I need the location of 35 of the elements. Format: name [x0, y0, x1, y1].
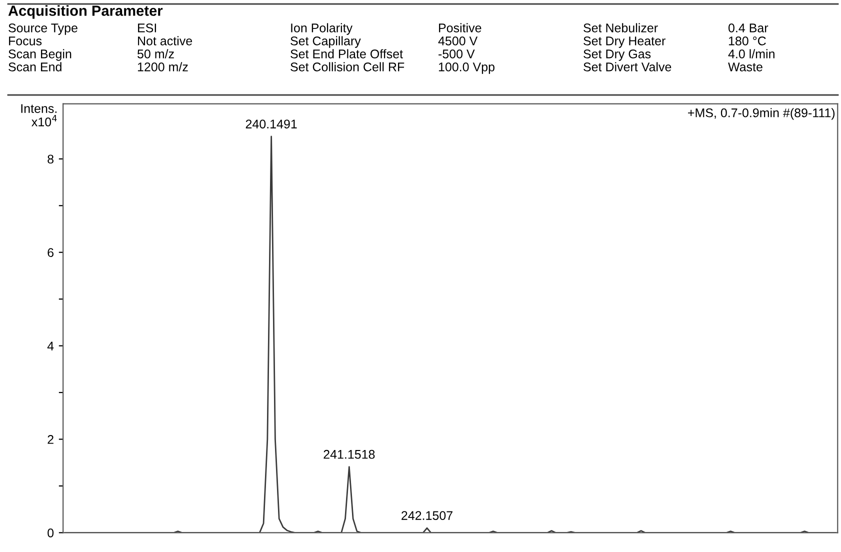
- text: Set Collision Cell RF: [290, 62, 404, 72]
- y-tick-label: 0: [48, 528, 54, 538]
- text: Ion Polarity: [291, 23, 353, 35]
- chart-title: Acquisition Parameter: [8, 5, 163, 19]
- text: Set Capillary: [290, 36, 361, 48]
- annotation: 241.1518: [324, 450, 375, 459]
- y-tick-label: 4: [47, 342, 54, 350]
- text: 100.0 Vpp: [438, 62, 494, 74]
- text: Set Divert Valve: [584, 62, 672, 72]
- text: Focus: [9, 36, 42, 46]
- text: Set Dry Gas: [584, 50, 651, 61]
- text: Set End Plate Offset: [290, 49, 403, 58]
- text: Not active: [138, 36, 192, 46]
- annotation: 240.1491: [246, 120, 297, 128]
- annotation: +MS, 0.7-0.9min #(89-111): [688, 108, 835, 120]
- text: 4500 V: [438, 36, 478, 46]
- text: 180 °C: [728, 36, 766, 46]
- y-tick-label: 8: [48, 154, 54, 164]
- text: -500 V: [438, 50, 475, 58]
- text: Set Nebulizer: [584, 23, 658, 32]
- text: Scan Begin: [8, 49, 72, 61]
- source-note: Source Type: [8, 24, 78, 35]
- text: ESI: [138, 24, 156, 32]
- y-tick-label: 2: [48, 435, 54, 444]
- text: Scan End: [8, 62, 62, 72]
- text: 50 m/z: [138, 49, 174, 58]
- text: 4.0 l/min: [728, 49, 774, 58]
- y-axis-title: Intens. x10$^{4}$: [21, 104, 57, 126]
- text: Positive: [439, 23, 482, 32]
- text: 1200 m/z: [138, 62, 188, 72]
- annotation: 242.1507: [402, 511, 452, 520]
- y-tick-label: 6: [48, 248, 54, 258]
- text: Set Dry Heater: [584, 36, 666, 48]
- text: 0.4 Bar: [728, 24, 768, 32]
- text: Waste: [728, 62, 762, 72]
